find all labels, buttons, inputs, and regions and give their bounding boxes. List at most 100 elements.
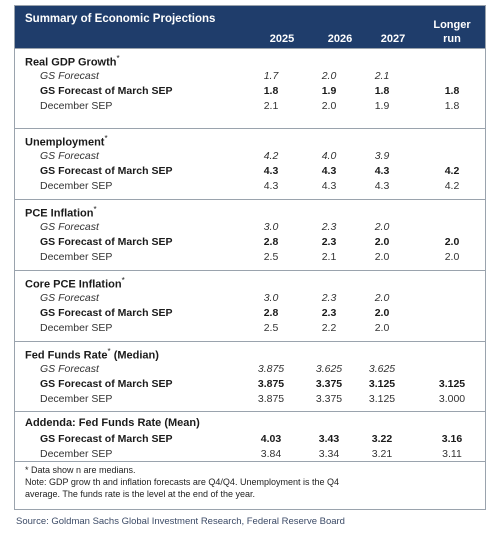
cell-value: 3.375	[315, 393, 343, 405]
cell-value: 4.2	[444, 165, 460, 177]
table-title: Summary of Economic Projections	[25, 13, 216, 25]
cell-value: 2.3	[321, 292, 337, 304]
cell-value: 2.1	[263, 100, 279, 112]
table-row: December SEP 4.3 4.3 4.3 4.2	[15, 180, 485, 195]
section-title: Core PCE Inflation*	[25, 276, 125, 291]
row-label: December SEP	[40, 100, 113, 112]
cell-value: 1.9	[321, 85, 337, 97]
column-2027: 2027	[380, 33, 406, 45]
cell-value: 4.0	[321, 150, 337, 162]
cell-value: 1.7	[263, 70, 279, 82]
section-divider	[15, 199, 485, 200]
cell-value: 2.1	[374, 70, 390, 82]
table-row: December SEP 2.1 2.0 1.9 1.8	[15, 100, 485, 115]
table-row: GS Forecast of March SEP 2.8 2.3 2.0 2.0	[15, 236, 485, 251]
cell-value: 3.875	[257, 393, 285, 405]
footnote-marker: *	[104, 134, 108, 143]
section-title-text: PCE Inflation	[25, 207, 94, 220]
notes-divider	[15, 461, 485, 462]
table-row: GS Forecast 1.7 2.0 2.1	[15, 70, 485, 85]
cell-value: 4.03	[260, 433, 282, 445]
cell-value: 2.0	[321, 100, 337, 112]
cell-value: 4.3	[374, 165, 390, 177]
cell-value: 3.21	[371, 448, 393, 460]
footnote-marker: *	[116, 54, 120, 63]
cell-value: 3.625	[368, 363, 396, 375]
cell-value: 4.3	[374, 180, 390, 192]
cell-value: 1.8	[444, 85, 460, 97]
cell-value: 2.8	[263, 307, 279, 319]
table-notes: * Data show n are medians. Note: GDP gro…	[25, 464, 480, 500]
table-row: GS Forecast 3.875 3.625 3.625	[15, 363, 485, 378]
cell-value: 3.0	[263, 221, 279, 233]
cell-value: 2.8	[263, 236, 279, 248]
section-title: Real GDP Growth*	[25, 54, 120, 69]
cell-value: 3.9	[374, 150, 390, 162]
cell-value: 3.16	[441, 433, 463, 445]
cell-value: 3.43	[318, 433, 340, 445]
section-divider	[15, 270, 485, 271]
section-title-suffix: (Median)	[110, 349, 159, 362]
cell-value: 4.2	[263, 150, 279, 162]
cell-value: 3.22	[371, 433, 393, 445]
section-title-text: Real GDP Growth	[25, 56, 117, 69]
table-row: GS Forecast 4.2 4.0 3.9	[15, 150, 485, 165]
cell-value: 1.8	[374, 85, 390, 97]
row-label: GS Forecast of March SEP	[40, 433, 173, 445]
cell-value: 2.0	[444, 236, 460, 248]
cell-value: 2.0	[374, 236, 390, 248]
section-divider	[15, 48, 485, 49]
footnote-marker: *	[121, 276, 125, 285]
cell-value: 3.0	[263, 292, 279, 304]
column-longer: Longer	[433, 19, 471, 31]
row-label: GS Forecast of March SEP	[40, 236, 173, 248]
section-title: Unemployment*	[25, 134, 108, 149]
cell-value: 4.3	[263, 165, 279, 177]
row-label: December SEP	[40, 322, 113, 334]
cell-value: 2.3	[321, 221, 337, 233]
table-header: Summary of Economic Projections 2025 202…	[15, 6, 485, 48]
cell-value: 3.125	[368, 393, 396, 405]
cell-value: 3.625	[315, 363, 343, 375]
table-row: December SEP 3.875 3.375 3.125 3.000	[15, 393, 485, 408]
cell-value: 3.125	[438, 378, 466, 390]
cell-value: 2.0	[444, 251, 460, 263]
row-label: December SEP	[40, 251, 113, 263]
cell-value: 1.8	[444, 100, 460, 112]
table-row: December SEP 2.5 2.2 2.0	[15, 322, 485, 337]
cell-value: 4.2	[444, 180, 460, 192]
row-label: GS Forecast	[40, 221, 99, 233]
section-divider	[15, 128, 485, 129]
cell-value: 2.0	[374, 221, 390, 233]
footnote-marker: *	[93, 205, 97, 214]
section-title-text: Unemployment	[25, 136, 105, 149]
cell-value: 2.0	[321, 70, 337, 82]
cell-value: 2.2	[321, 322, 337, 334]
cell-value: 3.000	[438, 393, 466, 405]
section-divider	[15, 411, 485, 412]
section-divider	[15, 341, 485, 342]
table-row: GS Forecast 3.0 2.3 2.0	[15, 292, 485, 307]
column-run: run	[443, 33, 461, 45]
cell-value: 1.9	[374, 100, 390, 112]
projections-table: Summary of Economic Projections 2025 202…	[14, 5, 486, 510]
cell-value: 2.0	[374, 307, 390, 319]
cell-value: 2.5	[263, 251, 279, 263]
row-label: GS Forecast	[40, 150, 99, 162]
cell-value: 3.34	[318, 448, 340, 460]
cell-value: 3.11	[442, 448, 462, 460]
row-label: GS Forecast	[40, 70, 99, 82]
cell-value: 2.0	[374, 251, 390, 263]
cell-value: 3.375	[315, 378, 343, 390]
cell-value: 2.5	[263, 322, 279, 334]
table-row: GS Forecast 3.0 2.3 2.0	[15, 221, 485, 236]
column-2025: 2025	[269, 33, 295, 45]
cell-value: 2.3	[321, 236, 337, 248]
note-line: average. The funds rate is the level at …	[25, 489, 255, 499]
column-2026: 2026	[327, 33, 353, 45]
note-line: * Data show n are medians.	[25, 465, 136, 475]
cell-value: 4.3	[263, 180, 279, 192]
cell-value: 2.0	[374, 292, 390, 304]
table-row: GS Forecast of March SEP 1.8 1.9 1.8 1.8	[15, 85, 485, 100]
table-row: GS Forecast of March SEP 4.3 4.3 4.3 4.2	[15, 165, 485, 180]
